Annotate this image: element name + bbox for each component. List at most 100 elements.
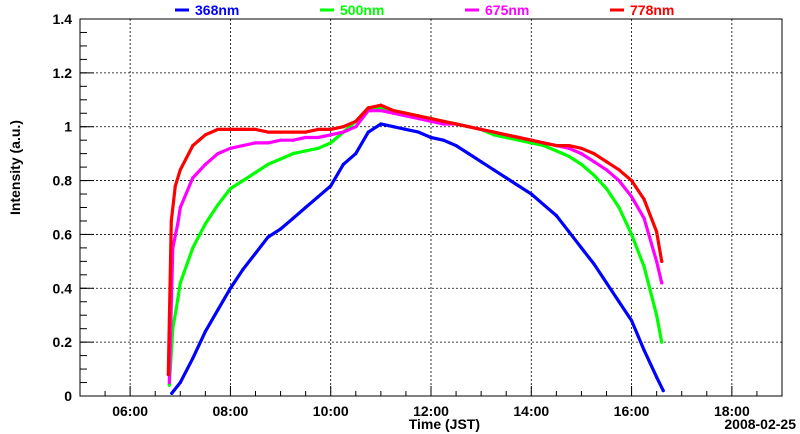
y-tick-label: 1 <box>64 119 72 135</box>
data-point <box>604 168 609 172</box>
series-layer <box>166 103 665 395</box>
data-point <box>279 157 283 161</box>
data-point <box>517 184 521 188</box>
data-point <box>404 111 408 115</box>
data-point <box>642 216 646 220</box>
data-point <box>329 184 333 188</box>
data-point <box>316 195 320 199</box>
data-point <box>492 133 496 137</box>
data-point <box>404 114 408 118</box>
data-point <box>592 160 596 164</box>
data-point <box>329 141 333 145</box>
data-point <box>504 133 508 137</box>
data-point <box>454 144 458 148</box>
data-point <box>592 173 596 177</box>
data-point <box>416 114 421 118</box>
data-point <box>542 203 546 207</box>
data-point <box>630 195 634 199</box>
data-point <box>655 375 659 379</box>
data-point <box>304 130 308 134</box>
data-point <box>642 348 646 352</box>
data-point <box>404 127 408 131</box>
data-point <box>203 133 207 137</box>
data-point <box>178 380 182 385</box>
data-point <box>191 144 195 148</box>
data-point <box>178 168 182 172</box>
data-point <box>661 389 665 393</box>
data-point <box>178 281 182 285</box>
data-point <box>316 127 320 131</box>
data-point <box>642 265 646 269</box>
y-tick-label: 0.6 <box>53 226 73 242</box>
x-tick-label: 12:00 <box>413 403 449 419</box>
data-point <box>228 286 232 290</box>
data-point <box>379 122 383 126</box>
data-point <box>304 149 308 153</box>
data-point <box>253 141 258 145</box>
data-point <box>454 122 458 126</box>
data-point <box>617 168 621 172</box>
data-point <box>379 109 383 113</box>
data-point <box>167 383 171 387</box>
data-point <box>329 133 333 137</box>
x-tick-label: 06:00 <box>112 403 148 419</box>
data-point <box>170 391 174 395</box>
data-point <box>391 125 395 129</box>
data-point <box>291 216 295 220</box>
data-point <box>354 152 358 156</box>
data-point <box>366 130 370 134</box>
data-point <box>504 176 508 180</box>
y-tick-label: 1.4 <box>53 11 73 27</box>
data-point <box>228 127 232 131</box>
data-point <box>529 192 533 196</box>
legend-label-368nm: 368nm <box>195 2 239 18</box>
data-point <box>617 179 621 183</box>
data-point <box>504 135 508 140</box>
y-tick-label: 0.4 <box>53 280 73 296</box>
data-point <box>266 130 270 134</box>
data-point <box>617 205 621 210</box>
data-point <box>529 138 533 142</box>
data-point <box>167 380 171 385</box>
data-point <box>241 179 245 183</box>
y-tick-label: 0.2 <box>53 334 73 350</box>
data-point <box>479 160 483 164</box>
data-point <box>304 135 308 140</box>
data-point <box>191 356 195 360</box>
data-point <box>655 230 659 234</box>
data-point <box>630 232 634 236</box>
data-point <box>191 176 195 180</box>
data-point <box>341 162 345 166</box>
x-tick-label: 18:00 <box>714 403 750 419</box>
data-point <box>166 372 170 377</box>
date-label: 2008-02-25 <box>724 416 796 432</box>
data-point <box>492 130 496 134</box>
data-point <box>660 281 664 285</box>
legend-label-778nm: 778nm <box>630 2 674 18</box>
data-point <box>329 127 333 131</box>
data-point <box>216 308 220 312</box>
data-point <box>173 184 177 188</box>
data-point <box>266 141 270 145</box>
data-point <box>642 197 646 201</box>
data-point <box>441 122 446 126</box>
data-point <box>241 127 245 131</box>
x-tick-label: 16:00 <box>614 403 650 419</box>
data-point <box>253 127 258 131</box>
data-point <box>304 205 308 210</box>
data-point <box>203 222 207 226</box>
data-point <box>567 230 571 234</box>
data-point <box>592 262 596 266</box>
data-point <box>291 130 295 134</box>
y-tick-label: 1.2 <box>53 65 73 81</box>
data-point <box>554 144 559 148</box>
x-tick-label: 08:00 <box>213 403 249 419</box>
data-point <box>241 267 245 271</box>
data-point <box>203 162 207 166</box>
data-point <box>579 146 584 150</box>
data-point <box>529 141 533 145</box>
data-point <box>354 125 358 129</box>
data-point <box>479 127 483 131</box>
data-point <box>604 281 609 285</box>
